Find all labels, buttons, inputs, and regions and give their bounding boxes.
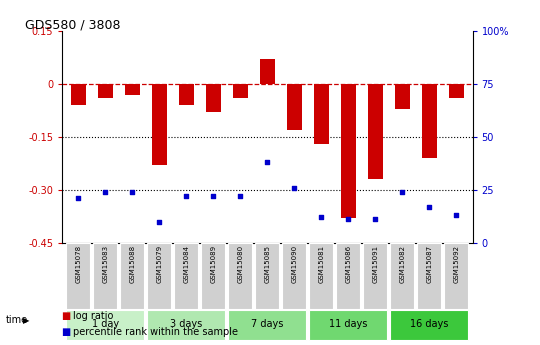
Text: 16 days: 16 days bbox=[410, 319, 449, 329]
Text: 11 days: 11 days bbox=[329, 319, 368, 329]
Bar bbox=[341, 84, 356, 218]
Bar bbox=[152, 84, 167, 165]
Text: GSM15089: GSM15089 bbox=[210, 245, 217, 283]
Bar bbox=[206, 84, 221, 112]
Text: GDS580 / 3808: GDS580 / 3808 bbox=[25, 18, 120, 31]
Bar bbox=[255, 243, 280, 309]
Bar bbox=[363, 243, 388, 309]
Bar bbox=[309, 243, 334, 309]
Point bbox=[452, 213, 461, 218]
Text: GSM15083: GSM15083 bbox=[102, 245, 109, 283]
Point bbox=[101, 189, 110, 195]
Bar bbox=[287, 84, 302, 130]
Bar bbox=[449, 84, 464, 98]
Bar bbox=[395, 84, 410, 109]
Bar bbox=[201, 243, 226, 309]
Point bbox=[263, 159, 272, 165]
Bar bbox=[228, 310, 306, 340]
Bar bbox=[93, 243, 118, 309]
Bar bbox=[98, 84, 113, 98]
Text: ▶: ▶ bbox=[23, 316, 29, 325]
Text: GSM15078: GSM15078 bbox=[75, 245, 82, 283]
Text: percentile rank within the sample: percentile rank within the sample bbox=[73, 327, 238, 337]
Text: GSM15087: GSM15087 bbox=[426, 245, 433, 283]
Point bbox=[317, 215, 326, 220]
Bar bbox=[336, 243, 361, 309]
Text: 3 days: 3 days bbox=[170, 319, 202, 329]
Bar bbox=[71, 84, 86, 105]
Bar bbox=[368, 84, 383, 179]
Point bbox=[371, 217, 380, 222]
Bar bbox=[422, 84, 437, 158]
Text: GSM15086: GSM15086 bbox=[345, 245, 352, 283]
Point bbox=[74, 196, 83, 201]
Bar bbox=[147, 310, 226, 340]
Text: GSM15092: GSM15092 bbox=[453, 245, 460, 283]
Bar bbox=[282, 243, 306, 309]
Bar bbox=[260, 59, 275, 84]
Point bbox=[128, 189, 137, 195]
Bar bbox=[66, 310, 145, 340]
Point bbox=[398, 189, 407, 195]
Bar bbox=[120, 243, 145, 309]
Point bbox=[155, 219, 164, 224]
Text: GSM15085: GSM15085 bbox=[264, 245, 271, 283]
Bar bbox=[390, 243, 415, 309]
Bar bbox=[390, 310, 468, 340]
Text: GSM15091: GSM15091 bbox=[372, 245, 379, 283]
Text: GSM15082: GSM15082 bbox=[399, 245, 406, 283]
Point bbox=[182, 194, 191, 199]
Bar bbox=[417, 243, 442, 309]
Text: ■: ■ bbox=[62, 311, 75, 321]
Text: 7 days: 7 days bbox=[251, 319, 284, 329]
Bar bbox=[228, 243, 252, 309]
Bar bbox=[174, 243, 199, 309]
Text: GSM15088: GSM15088 bbox=[129, 245, 136, 283]
Bar bbox=[66, 243, 91, 309]
Text: GSM15090: GSM15090 bbox=[291, 245, 298, 283]
Text: GSM15079: GSM15079 bbox=[156, 245, 163, 283]
Text: GSM15080: GSM15080 bbox=[237, 245, 244, 283]
Text: GSM15081: GSM15081 bbox=[318, 245, 325, 283]
Bar bbox=[179, 84, 194, 105]
Text: GSM15084: GSM15084 bbox=[183, 245, 190, 283]
Bar bbox=[147, 243, 171, 309]
Point bbox=[236, 194, 245, 199]
Bar bbox=[314, 84, 329, 144]
Text: ■: ■ bbox=[62, 327, 75, 337]
Bar bbox=[233, 84, 248, 98]
Point bbox=[425, 204, 434, 209]
Point bbox=[344, 217, 353, 222]
Bar bbox=[309, 310, 387, 340]
Text: 1 day: 1 day bbox=[92, 319, 119, 329]
Bar bbox=[125, 84, 140, 95]
Text: time: time bbox=[5, 315, 28, 325]
Point bbox=[290, 185, 299, 190]
Bar bbox=[444, 243, 469, 309]
Text: log ratio: log ratio bbox=[73, 311, 113, 321]
Point bbox=[209, 194, 218, 199]
